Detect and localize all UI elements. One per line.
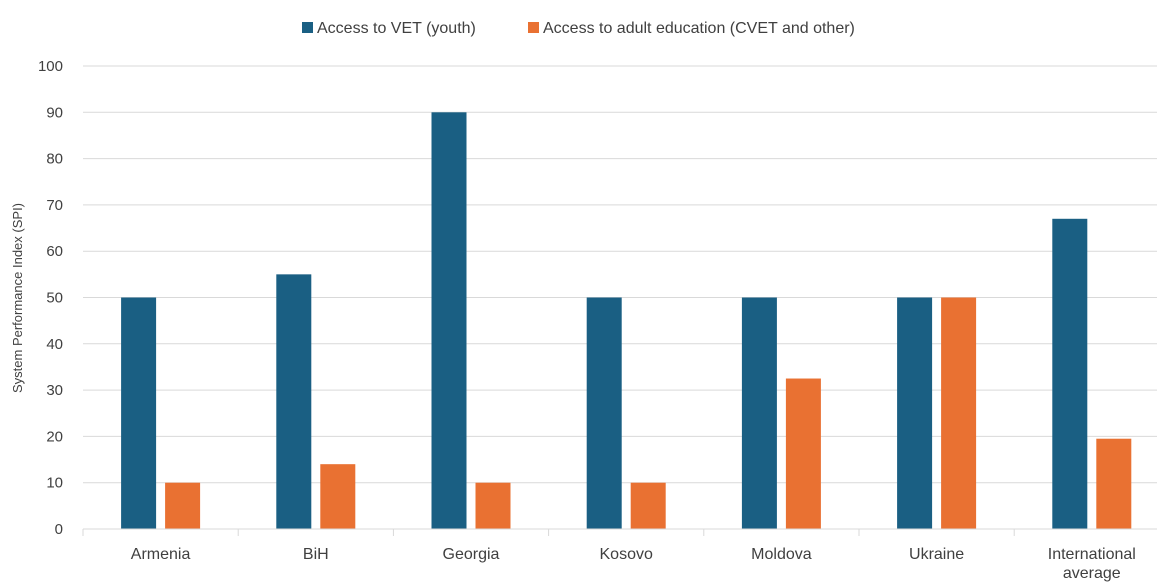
bar (1052, 218, 1088, 530)
y-tick-label: 20 (46, 428, 63, 445)
legend-label-vet-youth: Access to VET (youth) (317, 20, 476, 37)
y-tick-label: 100 (38, 58, 63, 75)
x-tick-label: BiH (303, 546, 329, 563)
bar (431, 112, 467, 530)
y-tick-label: 90 (46, 104, 63, 121)
y-tick-label: 60 (46, 243, 63, 260)
bar (785, 378, 821, 529)
bar (475, 482, 511, 529)
x-tick-label: Ukraine (909, 546, 964, 563)
legend: Access to VET (youth) Access to adult ed… (302, 20, 855, 37)
y-axis-title: System Performance Index (SPI) (10, 203, 25, 393)
y-tick-label: 40 (46, 336, 63, 353)
bar (121, 297, 157, 529)
y-tick-label: 80 (46, 151, 63, 168)
y-axis-ticks: 0 10 20 30 40 50 60 70 80 90 100 (38, 58, 63, 538)
y-tick-label: 50 (46, 290, 63, 307)
y-tick-label: 10 (46, 475, 63, 492)
x-tick-label: Georgia (443, 546, 500, 563)
y-tick-label: 70 (46, 197, 63, 214)
legend-swatch-adult-education (528, 22, 539, 33)
x-tick-label: Moldova (751, 546, 812, 563)
bar (1096, 438, 1132, 529)
x-tick-label: Armenia (131, 546, 191, 563)
bar (897, 297, 933, 529)
legend-swatch-vet-youth (302, 22, 313, 33)
y-tick-label: 30 (46, 382, 63, 399)
bar (630, 482, 666, 529)
x-tick-label: Kosovo (600, 546, 653, 563)
x-tick-label: average (1063, 565, 1121, 582)
bar (741, 297, 777, 529)
bar (320, 464, 356, 529)
x-tick-label: International (1048, 546, 1136, 563)
bar (165, 482, 201, 529)
bar (941, 297, 977, 529)
y-tick-label: 0 (55, 521, 63, 538)
bar (276, 274, 312, 529)
bar (586, 297, 622, 529)
legend-label-adult-education: Access to adult education (CVET and othe… (543, 20, 855, 37)
x-axis: Armenia BiH Georgia Kosovo Moldova Ukraine Int… (82, 528, 1157, 582)
bars (121, 112, 1132, 530)
